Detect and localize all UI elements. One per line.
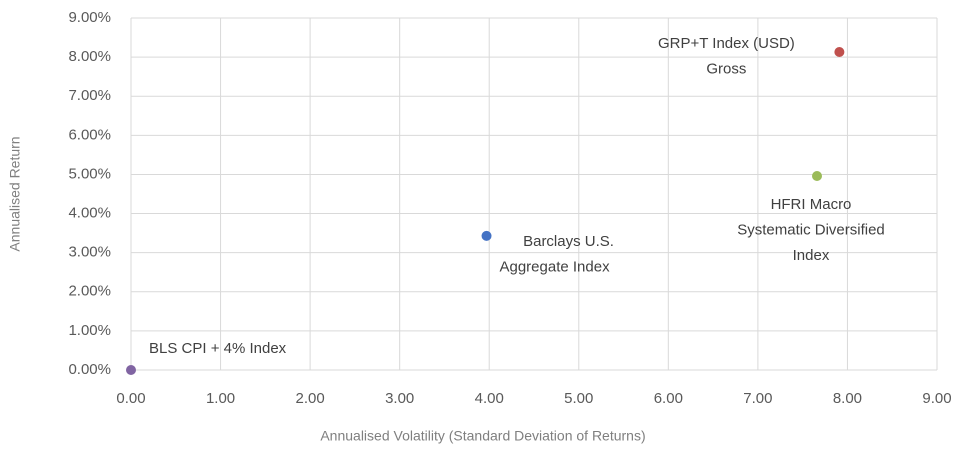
x-tick-label: 9.00 bbox=[922, 390, 951, 407]
point bbox=[126, 365, 136, 375]
data-label: Index bbox=[793, 247, 830, 264]
x-tick-label: 3.00 bbox=[385, 390, 414, 407]
y-axis-title: Annualised Return bbox=[7, 136, 23, 251]
x-tick-label: 1.00 bbox=[206, 390, 235, 407]
data-label: Barclays U.S. bbox=[523, 233, 614, 250]
data-label: HFRI Macro bbox=[771, 196, 852, 213]
y-tick-label: 6.00% bbox=[68, 126, 111, 143]
x-axis-title: Annualised Volatility (Standard Deviatio… bbox=[320, 428, 645, 444]
point bbox=[481, 230, 492, 241]
point bbox=[834, 47, 845, 58]
x-tick-label: 4.00 bbox=[475, 390, 504, 407]
x-tick-label: 7.00 bbox=[743, 390, 772, 407]
y-tick-label: 4.00% bbox=[68, 205, 111, 222]
data-label: Gross bbox=[706, 60, 746, 77]
y-tick-label: 5.00% bbox=[68, 165, 111, 182]
data-label: GRP+T Index (USD) bbox=[658, 35, 795, 52]
x-tick-label: 0.00 bbox=[116, 390, 145, 407]
data-label: Aggregate Index bbox=[499, 258, 610, 275]
y-tick-label: 3.00% bbox=[68, 244, 111, 261]
y-tick-label: 8.00% bbox=[68, 48, 111, 65]
data-label: Systematic Diversified bbox=[737, 221, 885, 238]
x-tick-label: 6.00 bbox=[654, 390, 683, 407]
x-tick-label: 2.00 bbox=[296, 390, 325, 407]
x-tick-label: 8.00 bbox=[833, 390, 862, 407]
y-tick-label: 2.00% bbox=[68, 283, 111, 300]
data-label: BLS CPI + 4% Index bbox=[149, 340, 287, 357]
y-tick-label: 7.00% bbox=[68, 87, 111, 104]
y-tick-label: 9.00% bbox=[68, 9, 111, 26]
x-tick-label: 5.00 bbox=[564, 390, 593, 407]
point bbox=[811, 171, 822, 182]
y-tick-label: 0.00% bbox=[68, 361, 111, 378]
y-tick-label: 1.00% bbox=[68, 322, 111, 339]
